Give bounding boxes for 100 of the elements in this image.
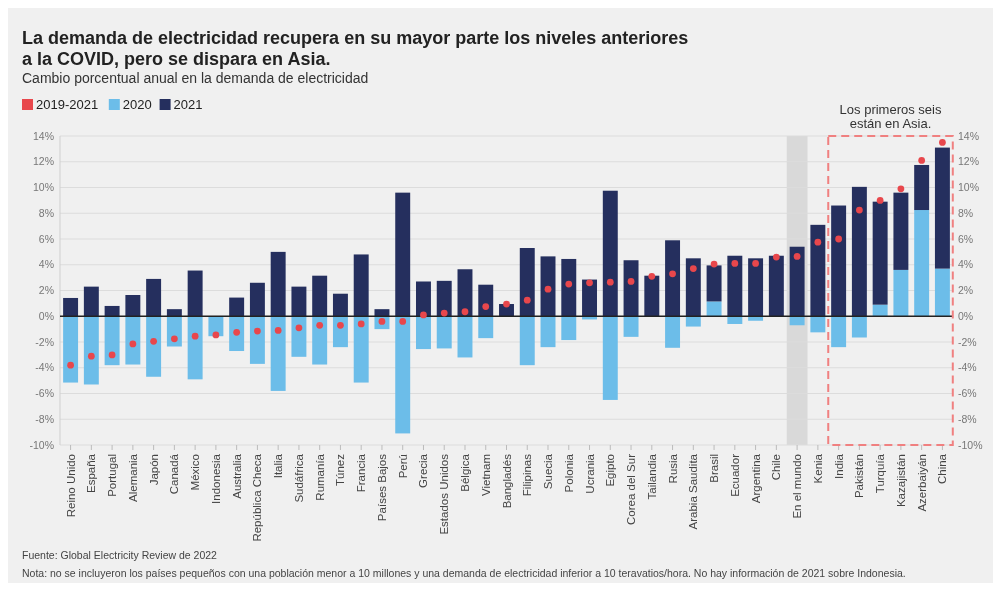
point — [793, 253, 801, 260]
x-tick-label: Pakistán — [853, 454, 866, 499]
y-tick-label: 4% — [38, 258, 54, 271]
bar — [665, 316, 681, 348]
x-tick-label: China — [936, 453, 949, 485]
point — [295, 324, 303, 332]
bar — [478, 316, 494, 339]
bar — [436, 316, 452, 349]
bar — [457, 316, 473, 358]
legend-label: 2020 — [122, 97, 152, 112]
y2-tick-label: 10% — [958, 181, 980, 194]
bar — [416, 316, 431, 350]
bar — [249, 316, 265, 364]
bar — [893, 192, 909, 270]
point — [482, 303, 490, 310]
x-tick-label: Italia — [272, 453, 285, 479]
bar — [374, 309, 390, 317]
point — [669, 270, 676, 278]
bar — [810, 316, 826, 333]
bar — [727, 316, 743, 324]
bar — [561, 316, 577, 341]
point — [87, 352, 95, 360]
x-tick-label: Chile — [770, 454, 783, 481]
bar — [270, 316, 286, 391]
bar — [519, 316, 535, 366]
x-tick-label: Reino Unido — [64, 454, 77, 518]
point — [710, 260, 718, 268]
x-tick-label: Filipinas — [521, 453, 534, 497]
bar — [623, 260, 639, 317]
point — [772, 253, 780, 261]
x-tick-label: Arabia Saudita — [687, 453, 700, 530]
chart-title: La demanda de electricidad recupera en su mayor parte los niveles anteriores a la COVID, pero se dispara en Asia. — [22, 28, 689, 69]
bar — [125, 295, 141, 317]
x-tick-label: Portugal — [106, 454, 119, 497]
point — [170, 335, 178, 343]
point — [627, 278, 635, 285]
point — [212, 331, 220, 339]
bar — [582, 279, 597, 317]
x-tick-label: Estados Unidos — [438, 453, 451, 535]
bar — [229, 297, 245, 317]
x-tick-label: Suecia — [542, 453, 555, 490]
bar — [644, 275, 660, 317]
bar — [125, 316, 141, 365]
y-tick-label: 12% — [32, 155, 54, 168]
y-tick-label: -4% — [35, 361, 54, 374]
bar — [353, 254, 369, 317]
y2-tick-label: 8% — [958, 206, 974, 219]
bar — [872, 304, 888, 317]
bar — [748, 316, 764, 321]
point — [503, 300, 510, 308]
x-tick-label: Rusia — [666, 453, 679, 484]
bar — [249, 282, 265, 317]
bar — [810, 224, 826, 317]
bar — [166, 316, 182, 347]
bar — [561, 258, 577, 317]
bar — [519, 248, 535, 317]
point — [254, 327, 261, 335]
x-tick-label: En el mundo — [791, 454, 804, 519]
point — [606, 278, 614, 286]
bar — [104, 305, 120, 317]
bar — [914, 210, 930, 317]
bar — [851, 316, 867, 338]
point — [440, 309, 448, 317]
point — [316, 321, 324, 329]
x-tick-label: Francia — [355, 453, 368, 493]
x-tick-label: Perú — [396, 454, 409, 479]
x-tick-label: Bélgica — [458, 453, 471, 492]
y2-tick-label: -8% — [958, 412, 977, 425]
y-tick-label: -10% — [29, 438, 54, 451]
x-tick-label: Corea del Sur — [625, 453, 638, 525]
x-tick-label: Canadá — [168, 453, 181, 495]
legend-label: 2021 — [173, 97, 203, 112]
point — [67, 361, 74, 369]
point — [856, 206, 863, 214]
point — [108, 351, 116, 359]
x-tick-label: Kenia — [811, 453, 824, 484]
bar — [789, 246, 805, 317]
y-tick-label: 0% — [38, 309, 54, 322]
x-tick-label: Vietnam — [479, 454, 492, 496]
bar — [166, 309, 182, 317]
bar — [416, 281, 431, 317]
bar — [727, 255, 743, 317]
point — [129, 340, 137, 348]
x-tick-label: Países Bajos — [375, 453, 388, 522]
y2-tick-label: -10% — [958, 438, 983, 451]
bar — [312, 316, 328, 365]
bar — [478, 284, 494, 317]
x-tick-label: Indonesia — [209, 453, 222, 504]
point — [150, 337, 157, 345]
y-tick-label: 6% — [38, 232, 54, 245]
x-tick-label: México — [189, 454, 202, 491]
bar — [146, 316, 162, 377]
y2-tick-label: 6% — [958, 232, 974, 245]
point — [939, 139, 946, 146]
x-tick-label: República Checa — [251, 453, 264, 542]
y-tick-label: 10% — [32, 181, 54, 194]
y2-tick-label: 4% — [958, 258, 974, 271]
point — [337, 321, 344, 329]
x-tick-label: Ucrania — [583, 453, 596, 494]
bar — [768, 255, 784, 317]
